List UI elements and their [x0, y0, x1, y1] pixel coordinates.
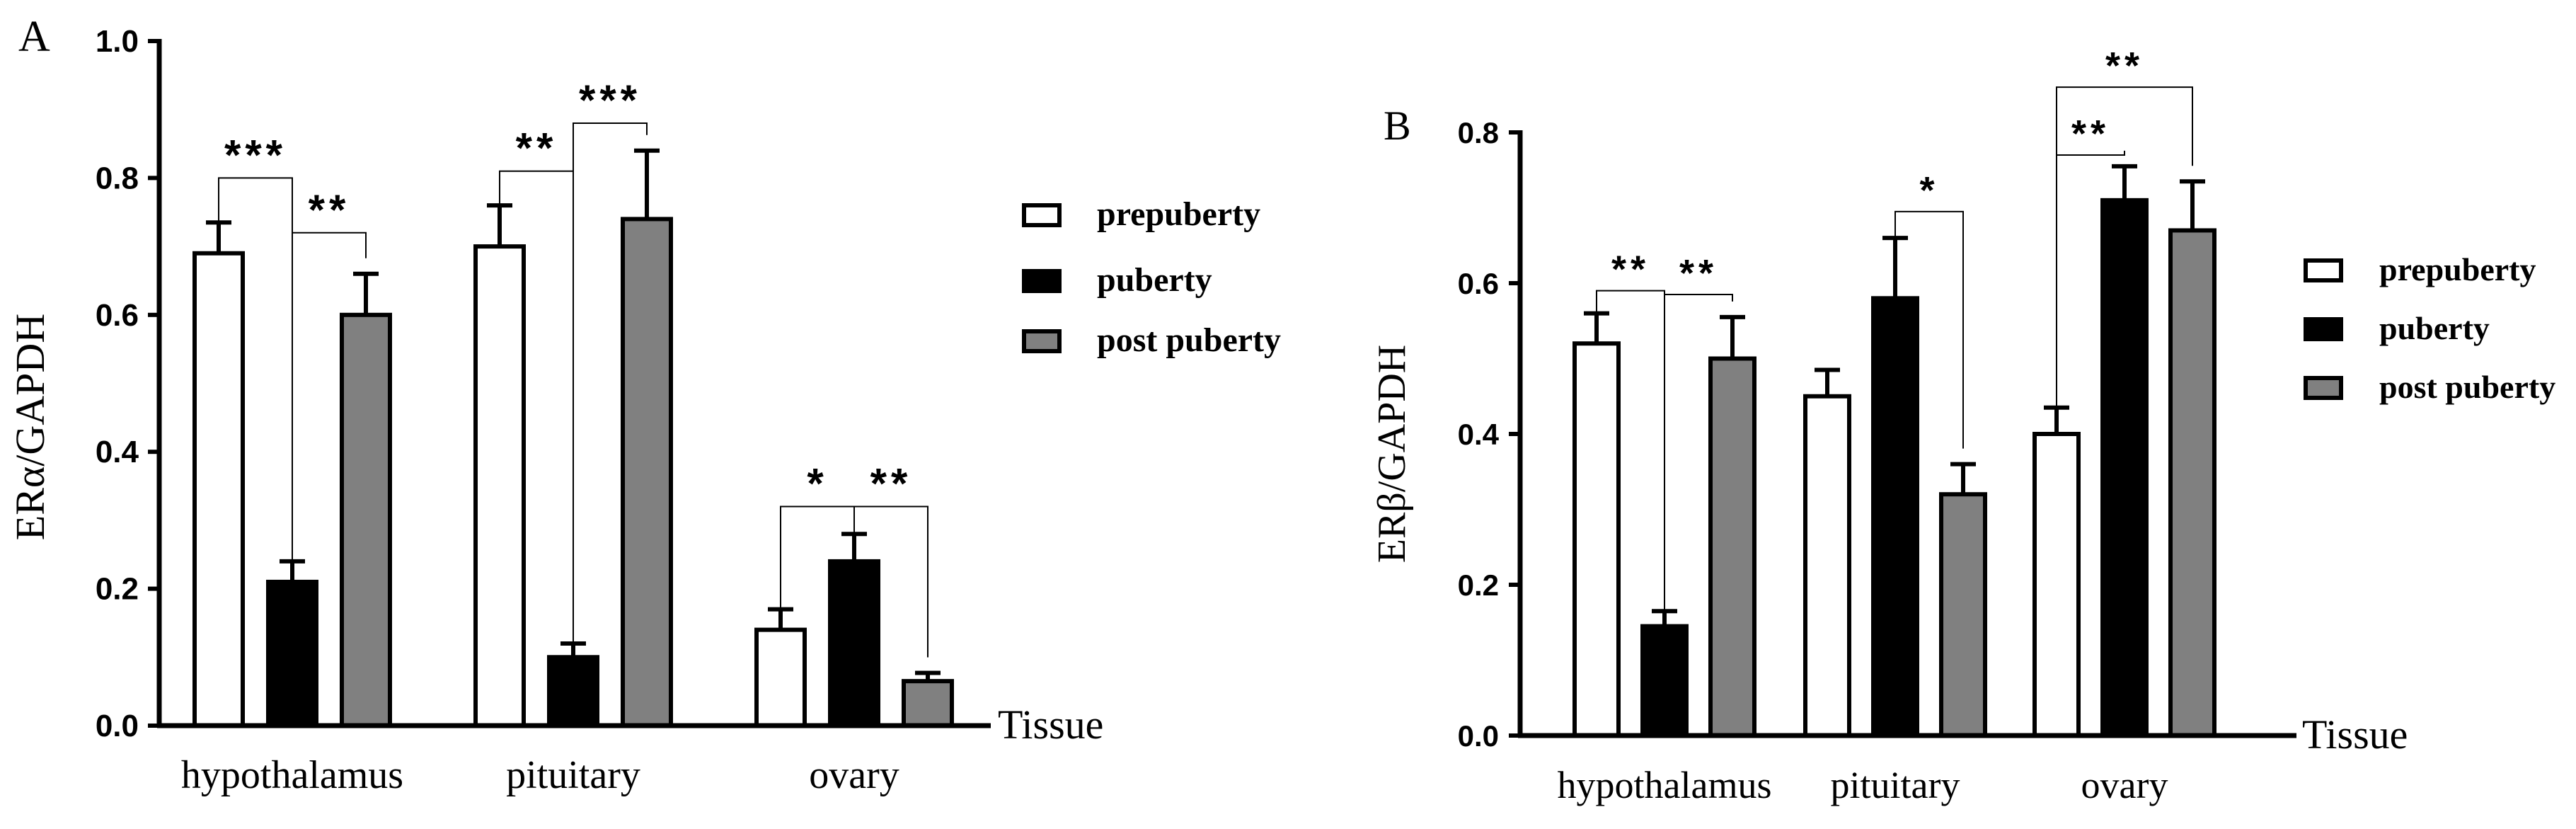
significance-label: ***: [224, 131, 287, 178]
legend-label-puberty: puberty: [1097, 261, 1212, 299]
bar-post-puberty: [2168, 228, 2216, 738]
y-tick-label: 0.6: [1458, 267, 1499, 300]
legend-swatch-post-puberty: [2304, 376, 2343, 400]
significance-bracket: [1664, 293, 1733, 621]
significance-label: **: [2105, 45, 2144, 87]
bar-puberty: [1640, 624, 1689, 738]
y-tick-label: 0.2: [1458, 568, 1499, 602]
bar-prepuberty: [1803, 394, 1851, 738]
legend-label-post-puberty: post puberty: [1097, 321, 1281, 359]
y-tick-label: 0.2: [96, 572, 139, 607]
significance-label: **: [309, 186, 350, 234]
significance-label: **: [516, 125, 558, 172]
x-category-label: pituitary: [506, 753, 640, 797]
significance-label: **: [1611, 248, 1650, 291]
y-tick-label: 0.4: [96, 435, 139, 469]
panel-a-x-axis-label: Tissue: [998, 702, 1103, 748]
x-category-label: pituitary: [1831, 764, 1960, 806]
y-tick-label: 0.0: [96, 709, 139, 743]
bar-puberty: [266, 579, 318, 728]
bar-prepuberty: [2032, 432, 2081, 738]
panel-b-x-axis-label: Tissue: [2302, 711, 2408, 757]
panel-b-y-axis-label: ERβ/GAPDH: [1370, 345, 1414, 564]
legend-swatch-post-puberty: [1022, 329, 1062, 353]
y-tick-label: 0.8: [1458, 116, 1499, 149]
legend-swatch-prepuberty: [2304, 258, 2343, 282]
bar-puberty: [547, 655, 599, 728]
panel-b-chart: B ERβ/GAPDH Tissue 0.00.20.40.60.8 ** ***…: [1370, 45, 2555, 806]
panel-a-y-axis-label: ERα/GAPDH: [7, 314, 53, 540]
significance-bracket: [853, 505, 928, 658]
legend-label-prepuberty: prepuberty: [2379, 251, 2536, 287]
significance-label: *: [1919, 169, 1938, 212]
y-tick-label: 0.4: [1458, 418, 1500, 451]
significance-label: ***: [579, 76, 641, 124]
panel-b-label: B: [1384, 103, 1411, 149]
bar-prepuberty: [754, 627, 807, 728]
y-tick-label: 1.0: [96, 24, 139, 59]
significance-bracket: [292, 231, 367, 576]
bar-post-puberty: [1708, 356, 1756, 738]
bar-prepuberty: [473, 244, 526, 728]
legend-swatch-puberty: [1022, 269, 1062, 293]
legend-label-post-puberty: post puberty: [2379, 369, 2555, 405]
y-tick-label: 0.8: [96, 161, 139, 195]
significance-label: **: [1679, 252, 1718, 295]
panel-b-legend: prepuberty puberty post puberty: [2304, 251, 2555, 405]
legend-label-prepuberty: prepuberty: [1097, 195, 1260, 233]
bar-puberty: [1871, 296, 1919, 738]
bar-post-puberty: [621, 217, 673, 728]
bar-puberty: [2100, 198, 2149, 738]
bar-post-puberty: [1939, 492, 1987, 738]
bar-puberty: [828, 559, 880, 728]
bar-prepuberty: [1572, 341, 1621, 738]
legend-swatch-prepuberty: [1022, 203, 1062, 227]
y-tick-label: 0.0: [1458, 719, 1499, 753]
panel-a-chart: A ERα/GAPDH Tissue 0.00.20.40.60.81.0 **…: [7, 13, 1281, 797]
x-category-label: hypothalamus: [1558, 764, 1772, 806]
y-tick-label: 0.6: [96, 298, 139, 333]
legend-swatch-puberty: [2304, 317, 2343, 341]
significance-label: **: [870, 460, 912, 508]
significance-bracket: [2056, 86, 2193, 428]
bar-post-puberty: [340, 312, 392, 728]
x-category-label: ovary: [2081, 764, 2168, 806]
legend-label-puberty: puberty: [2379, 310, 2490, 346]
panel-a-label: A: [18, 13, 50, 61]
significance-label: **: [2071, 113, 2110, 155]
x-category-label: ovary: [809, 753, 899, 797]
significance-bracket: [573, 122, 648, 652]
significance-bracket: [1894, 210, 1964, 449]
panel-a-legend: prepuberty puberty post puberty: [1022, 195, 1281, 359]
bar-post-puberty: [902, 679, 954, 728]
x-category-label: hypothalamus: [181, 753, 403, 797]
significance-label: *: [807, 460, 827, 508]
bar-prepuberty: [192, 251, 245, 728]
